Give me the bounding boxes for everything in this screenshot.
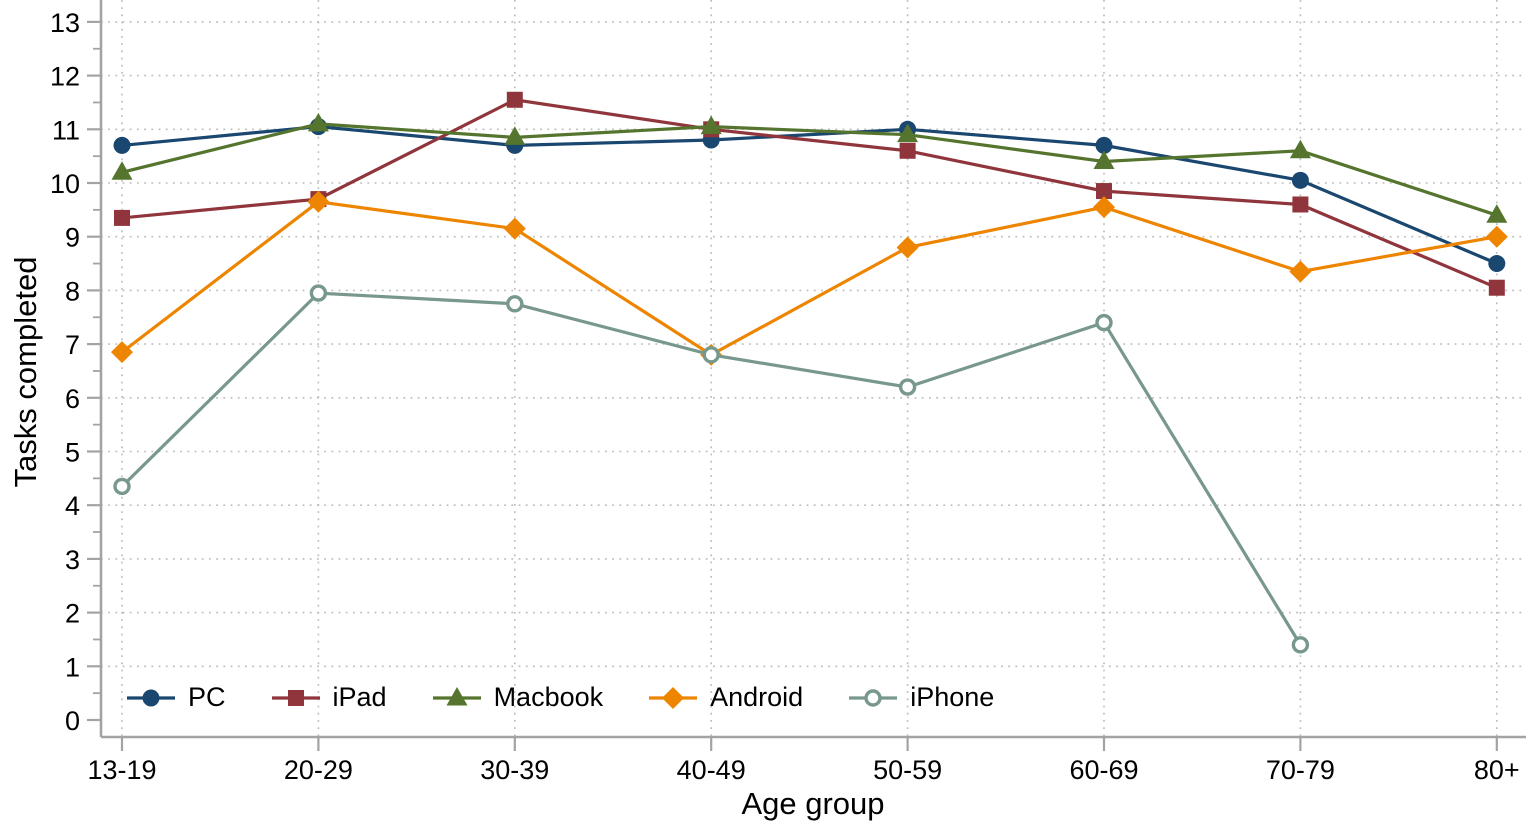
series-ipad-line: [121, 98, 1498, 290]
series-pc-line: [121, 124, 1498, 265]
y-tick-label: 4: [65, 491, 80, 521]
series-iphone-marker: [1095, 313, 1113, 332]
series-android-marker: [896, 236, 919, 259]
series-pc-marker: [113, 136, 131, 154]
series-android-marker: [503, 217, 526, 240]
y-tick-label: 3: [65, 545, 80, 575]
series-macbook-marker: [307, 112, 329, 132]
series-ipad-marker: [506, 91, 523, 108]
series-macbook-line: [121, 122, 1498, 217]
legend-item-pc: PC: [127, 684, 226, 711]
x-tick-label: 13-19: [87, 755, 156, 785]
x-tick-label: 40-49: [677, 755, 746, 785]
x-axis-title: Age group: [741, 786, 885, 821]
legend-item-ipad: iPad: [271, 682, 387, 712]
filled-circle-icon: [127, 689, 175, 706]
legend-item-android: Android: [649, 684, 803, 711]
legend: PC iPad Macbook Android iPhone: [127, 684, 994, 711]
y-tick-label: 5: [65, 438, 80, 468]
y-tick-label: 1: [65, 652, 80, 682]
y-tick-label: 10: [50, 169, 80, 199]
y-tick-label: 8: [65, 276, 80, 306]
y-tick-label: 7: [65, 330, 80, 360]
legend-marker-iphone: [864, 688, 882, 707]
legend-label-pc: PC: [188, 682, 226, 712]
series-pc-marker: [1291, 171, 1309, 189]
open-circle-icon: [849, 688, 898, 707]
legend-marker-android: [662, 686, 685, 709]
y-tick-label: 11: [52, 115, 80, 145]
legend-item-iphone: iPhone: [849, 684, 994, 711]
filled-diamond-icon: [649, 686, 698, 709]
x-tick-label: 50-59: [873, 755, 942, 785]
filled-square-icon: [271, 689, 320, 706]
legend-label-android: Android: [710, 682, 804, 712]
filled-triangle-icon: [432, 686, 481, 705]
y-tick-label: 0: [65, 706, 80, 736]
y-tick-label: 13: [50, 8, 80, 38]
series-macbook-marker: [1486, 204, 1508, 223]
series-android-marker: [1289, 260, 1312, 283]
y-tick-label: 12: [50, 62, 80, 92]
x-tick-label: 80+: [1474, 755, 1520, 785]
series-pc-marker: [1095, 136, 1113, 154]
series-macbook-marker: [111, 161, 133, 180]
series-ipad-marker: [1292, 196, 1309, 213]
legend-label-macbook: Macbook: [493, 682, 604, 712]
series-android-marker: [111, 341, 133, 364]
series-ipad-marker: [1488, 279, 1505, 296]
series-ipad-marker: [114, 209, 130, 226]
series-iphone-marker: [309, 284, 328, 302]
x-tick-label: 30-39: [480, 755, 549, 785]
series-macbook-marker: [1093, 150, 1115, 170]
series-android-marker: [1485, 225, 1508, 248]
series-ipad-marker: [1096, 183, 1112, 200]
y-tick-label: 9: [65, 223, 80, 253]
y-tick-label: 2: [65, 599, 80, 629]
series-pc-marker: [1488, 255, 1506, 273]
series-iphone-marker: [1291, 636, 1310, 654]
series-macbook-marker: [504, 126, 526, 145]
legend-item-macbook: Macbook: [432, 682, 604, 712]
series-iphone-marker: [898, 378, 917, 396]
x-tick-label: 60-69: [1069, 755, 1138, 785]
series-iphone-marker: [506, 295, 524, 313]
series-macbook-marker: [1289, 139, 1311, 159]
series-iphone-marker: [702, 346, 720, 364]
y-axis-title: Tasks completed: [8, 256, 43, 488]
series-ipad-marker: [899, 142, 916, 159]
x-tick-label: 70-79: [1266, 755, 1335, 785]
series-android-line: [121, 200, 1498, 357]
legend-marker-ipad: [287, 689, 304, 706]
series-android-marker: [307, 190, 330, 213]
series-iphone-marker: [113, 477, 131, 496]
series-macbook-marker: [700, 115, 722, 135]
legend-marker-macbook: [446, 686, 468, 705]
legend-label-ipad: iPad: [332, 682, 387, 712]
y-tick-label: 6: [65, 384, 80, 414]
legend-label-iphone: iPhone: [910, 682, 995, 712]
x-tick-label: 20-29: [284, 755, 353, 785]
series-macbook-marker: [897, 123, 919, 143]
series-android-marker: [1093, 196, 1115, 219]
legend-marker-pc: [142, 689, 160, 706]
